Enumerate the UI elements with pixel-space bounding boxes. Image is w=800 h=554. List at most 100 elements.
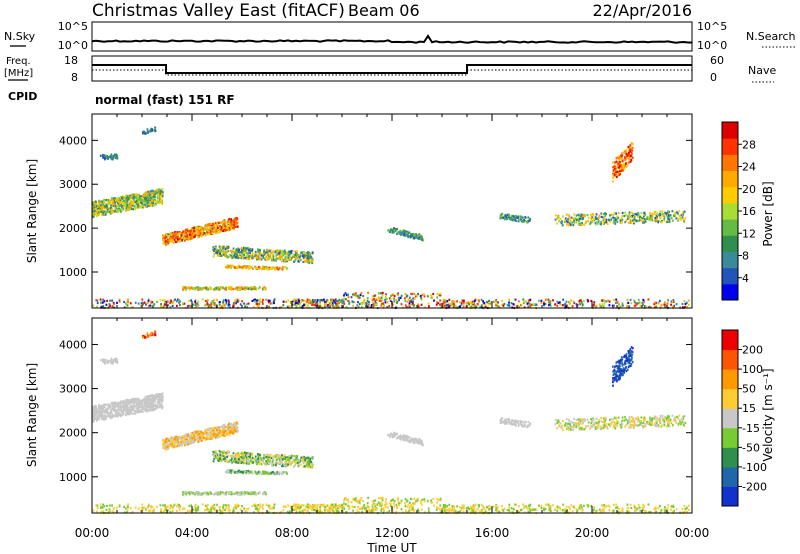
power-echo xyxy=(122,203,125,206)
power-echo xyxy=(216,254,219,257)
velocity-echo xyxy=(112,407,115,410)
velocity-echo xyxy=(198,431,200,434)
power-echo xyxy=(557,216,560,219)
velocity-echo xyxy=(111,401,113,405)
velocity-echo xyxy=(115,403,118,406)
power-echo xyxy=(608,300,611,303)
power-echo xyxy=(232,226,235,229)
power-echo xyxy=(343,297,345,300)
power-echo xyxy=(251,299,254,303)
power-echo xyxy=(147,304,150,307)
power-echo xyxy=(270,266,273,270)
power-echo xyxy=(615,170,617,173)
power-echo xyxy=(222,247,224,250)
velocity-echo xyxy=(211,432,214,435)
power-echo xyxy=(189,232,191,235)
power-echo xyxy=(667,214,670,217)
power-echo xyxy=(404,231,407,234)
power-echo xyxy=(177,238,179,241)
power-echo xyxy=(206,299,209,302)
velocity-echo xyxy=(215,430,218,433)
power-echo xyxy=(141,202,144,205)
power-echo xyxy=(261,265,264,268)
power-echo xyxy=(201,298,204,301)
velocity-echo xyxy=(161,397,164,400)
power-echo xyxy=(227,303,230,306)
power-echo xyxy=(570,216,573,219)
power-echo xyxy=(662,213,665,216)
power-echo xyxy=(614,220,616,223)
power-echo xyxy=(131,202,133,205)
power-echo xyxy=(113,154,116,157)
power-echo xyxy=(111,198,114,201)
power-echo xyxy=(261,300,264,303)
power-echo xyxy=(321,299,324,302)
velocity-echo xyxy=(216,431,219,434)
power-echo xyxy=(439,299,442,302)
power-echo xyxy=(276,250,279,253)
power-echo xyxy=(269,250,272,253)
power-echo xyxy=(253,253,256,256)
power-echo xyxy=(432,292,435,296)
power-echo xyxy=(442,299,445,302)
power-echo xyxy=(244,305,246,308)
power-echo xyxy=(99,200,102,203)
power-echo xyxy=(508,214,511,217)
power-echo xyxy=(410,292,412,296)
power-echo xyxy=(286,305,289,308)
power-echo xyxy=(411,302,414,305)
power-echo xyxy=(126,306,128,309)
velocity-echo xyxy=(230,425,232,428)
power-echo xyxy=(524,219,527,222)
power-echo xyxy=(186,230,189,233)
velocity-echo xyxy=(177,440,180,443)
power-echo xyxy=(247,253,250,256)
power-echo xyxy=(674,214,677,217)
power-echo xyxy=(247,265,250,268)
power-echo xyxy=(630,219,633,222)
power-echo xyxy=(663,303,666,306)
power-echo xyxy=(626,217,629,220)
velocity-echo xyxy=(140,399,143,402)
power-echo xyxy=(235,248,238,251)
power-echo xyxy=(212,246,215,249)
velocity-echo xyxy=(233,428,235,431)
velocity-echo xyxy=(157,402,160,405)
power-echo xyxy=(202,231,205,234)
power-echo xyxy=(112,209,114,212)
power-echo xyxy=(270,252,273,255)
velocity-echo xyxy=(158,400,161,403)
power-echo xyxy=(166,241,169,244)
power-echo xyxy=(307,301,309,304)
power-echo xyxy=(245,267,247,270)
power-echo xyxy=(618,173,621,177)
power-echo xyxy=(175,231,178,234)
power-echo xyxy=(400,231,402,234)
power-echo xyxy=(605,221,608,224)
power-echo xyxy=(214,251,217,254)
power-echo xyxy=(616,215,619,218)
power-echo xyxy=(339,300,342,303)
power-echo xyxy=(579,222,582,225)
power-echo xyxy=(569,223,572,226)
power-echo xyxy=(235,222,237,225)
velocity-echo xyxy=(145,403,148,406)
power-echo xyxy=(176,233,179,236)
power-echo xyxy=(248,257,251,260)
power-echo xyxy=(140,205,143,209)
power-echo xyxy=(398,299,400,302)
power-echo xyxy=(392,229,394,233)
power-echo xyxy=(134,200,137,203)
power-echo xyxy=(636,213,638,216)
power-echo xyxy=(116,157,119,160)
power-echo xyxy=(583,215,586,218)
power-echo xyxy=(655,217,658,220)
power-echo xyxy=(334,301,337,304)
velocity-echo xyxy=(167,439,170,442)
velocity-echo xyxy=(180,440,183,444)
power-echo xyxy=(609,220,612,223)
power-echo xyxy=(92,202,94,205)
power-echo xyxy=(311,251,314,254)
power-echo xyxy=(330,303,333,306)
power-echo xyxy=(144,132,147,135)
